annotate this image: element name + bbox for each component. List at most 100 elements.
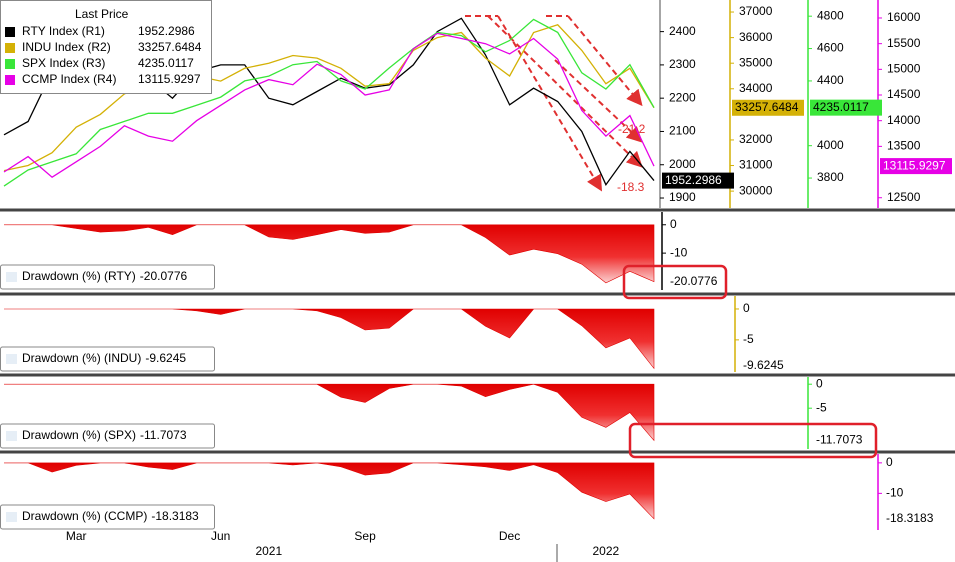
last-value-box bbox=[732, 99, 804, 116]
y-tick-label: 36000 bbox=[739, 30, 773, 44]
y-tick-label: 30000 bbox=[739, 183, 773, 197]
legend-label: Drawdown (%) (CCMP) bbox=[22, 509, 147, 523]
legend-swatch bbox=[5, 43, 15, 53]
x-tick-label: Sep bbox=[354, 529, 376, 543]
y-tick-label: 2100 bbox=[669, 124, 696, 138]
last-value-label: 1952.2986 bbox=[665, 173, 722, 187]
y-tick-label: -10 bbox=[670, 245, 688, 259]
legend-box bbox=[0, 346, 215, 372]
y-tick-label: 16000 bbox=[887, 10, 921, 24]
highlight-box bbox=[622, 264, 728, 300]
y-tick-label: 4400 bbox=[817, 73, 844, 87]
x-tick-label: Jun bbox=[211, 529, 230, 543]
series-line bbox=[3, 18, 655, 187]
legend-value: 13115.9297 bbox=[138, 72, 201, 86]
y-tick-label: -5 bbox=[743, 332, 754, 346]
y-tick-label: -10 bbox=[886, 486, 904, 500]
y-tick-label: 15000 bbox=[887, 62, 921, 76]
legend-label: RTY Index (R1) bbox=[22, 24, 105, 38]
legend-box bbox=[0, 264, 215, 290]
last-value-label: -20.0776 bbox=[670, 274, 718, 288]
drawdown-area bbox=[4, 308, 655, 370]
legend-label: INDU Index (R2) bbox=[22, 40, 111, 54]
legend-entry: Drawdown (%) (CCMP) -18.3183 bbox=[22, 509, 199, 523]
y-tick-label: 4600 bbox=[817, 41, 844, 55]
legend-value: 4235.0117 bbox=[138, 56, 194, 70]
y-tick-label: 0 bbox=[670, 217, 677, 231]
legend-value: -20.0776 bbox=[140, 269, 188, 283]
y-tick-label: -5 bbox=[816, 400, 827, 414]
y-tick-label: 31000 bbox=[739, 158, 773, 172]
last-value-label: -11.7073 bbox=[816, 433, 863, 447]
x-group-label: 2021 bbox=[255, 544, 282, 558]
legend-entry: Drawdown (%) (RTY) -20.0776 bbox=[22, 269, 187, 283]
y-tick-label: 37000 bbox=[739, 4, 773, 18]
last-value-box bbox=[662, 172, 734, 189]
legend-entry: Drawdown (%) (INDU) -9.6245 bbox=[22, 351, 186, 365]
series-line bbox=[3, 24, 655, 172]
legend-value: -11.7073 bbox=[140, 428, 187, 442]
y-tick-label: 14000 bbox=[887, 113, 921, 127]
last-value-label: 33257.6484 bbox=[735, 100, 799, 114]
legend-entry: Drawdown (%) (SPX) -11.7073 bbox=[22, 428, 187, 442]
y-tick-label: 12500 bbox=[887, 190, 921, 204]
y-tick-label: 4800 bbox=[817, 8, 844, 22]
y-tick-label: 2300 bbox=[669, 57, 696, 71]
legend-swatch bbox=[5, 59, 15, 69]
arrow bbox=[567, 15, 643, 107]
x-tick-label: Dec bbox=[499, 529, 520, 543]
drawdown-area bbox=[4, 383, 655, 442]
y-tick-label: 14500 bbox=[887, 87, 921, 101]
x-group-label: 2022 bbox=[593, 544, 620, 558]
y-tick-label: 0 bbox=[743, 301, 750, 315]
last-value-box bbox=[880, 158, 952, 175]
legend-label: Drawdown (%) (INDU) bbox=[22, 351, 141, 365]
legend-title: Last Price bbox=[75, 7, 129, 21]
series-line bbox=[3, 32, 655, 179]
y-tick-label: 15500 bbox=[887, 36, 921, 50]
y-tick-label: 0 bbox=[816, 376, 823, 390]
legend-box bbox=[0, 0, 212, 94]
last-value-box bbox=[810, 99, 882, 116]
annotation: -18.3 bbox=[617, 180, 645, 194]
legend-swatch bbox=[6, 272, 17, 282]
last-value-label: -9.6245 bbox=[743, 358, 784, 372]
y-tick-label: 34000 bbox=[739, 81, 773, 95]
legend-box bbox=[0, 504, 215, 530]
drawdown-area bbox=[4, 224, 655, 284]
y-tick-label: 4000 bbox=[817, 138, 844, 152]
annotation: -21.2 bbox=[618, 122, 646, 136]
legend-swatch bbox=[5, 75, 15, 85]
trend-arrows bbox=[465, 15, 643, 192]
last-value-label: 4235.0117 bbox=[813, 100, 869, 114]
y-tick-label: 0 bbox=[886, 455, 893, 469]
y-tick-label: 13500 bbox=[887, 139, 921, 153]
legend-swatch bbox=[6, 431, 17, 441]
legend-value: -18.3183 bbox=[151, 509, 199, 523]
legend-swatch bbox=[5, 27, 15, 37]
y-tick-label: 35000 bbox=[739, 55, 773, 69]
last-value-label: 13115.9297 bbox=[883, 158, 946, 172]
legend-value: -9.6245 bbox=[145, 351, 186, 365]
last-value-label: -18.3183 bbox=[886, 511, 934, 525]
legend-value: 1952.2986 bbox=[138, 24, 195, 38]
legend-swatch bbox=[6, 354, 17, 364]
legend-box bbox=[0, 423, 215, 449]
x-tick-label: Mar bbox=[66, 529, 87, 543]
y-tick-label: 1900 bbox=[669, 190, 696, 204]
y-tick-label: 2400 bbox=[669, 24, 696, 38]
legend-label: Drawdown (%) (SPX) bbox=[22, 428, 136, 442]
legend-label: SPX Index (R3) bbox=[22, 56, 105, 70]
y-tick-label: 32000 bbox=[739, 132, 773, 146]
highlight-box bbox=[628, 422, 878, 459]
y-tick-label: 2200 bbox=[669, 90, 696, 104]
legend-swatch bbox=[6, 512, 17, 522]
drawdown-area bbox=[4, 462, 655, 520]
legend-label: CCMP Index (R4) bbox=[22, 72, 116, 86]
y-tick-label: 3800 bbox=[817, 170, 844, 184]
legend-value: 33257.6484 bbox=[138, 40, 202, 54]
legend-label: Drawdown (%) (RTY) bbox=[22, 269, 136, 283]
y-tick-label: 2000 bbox=[669, 157, 696, 171]
arrow bbox=[497, 15, 603, 192]
